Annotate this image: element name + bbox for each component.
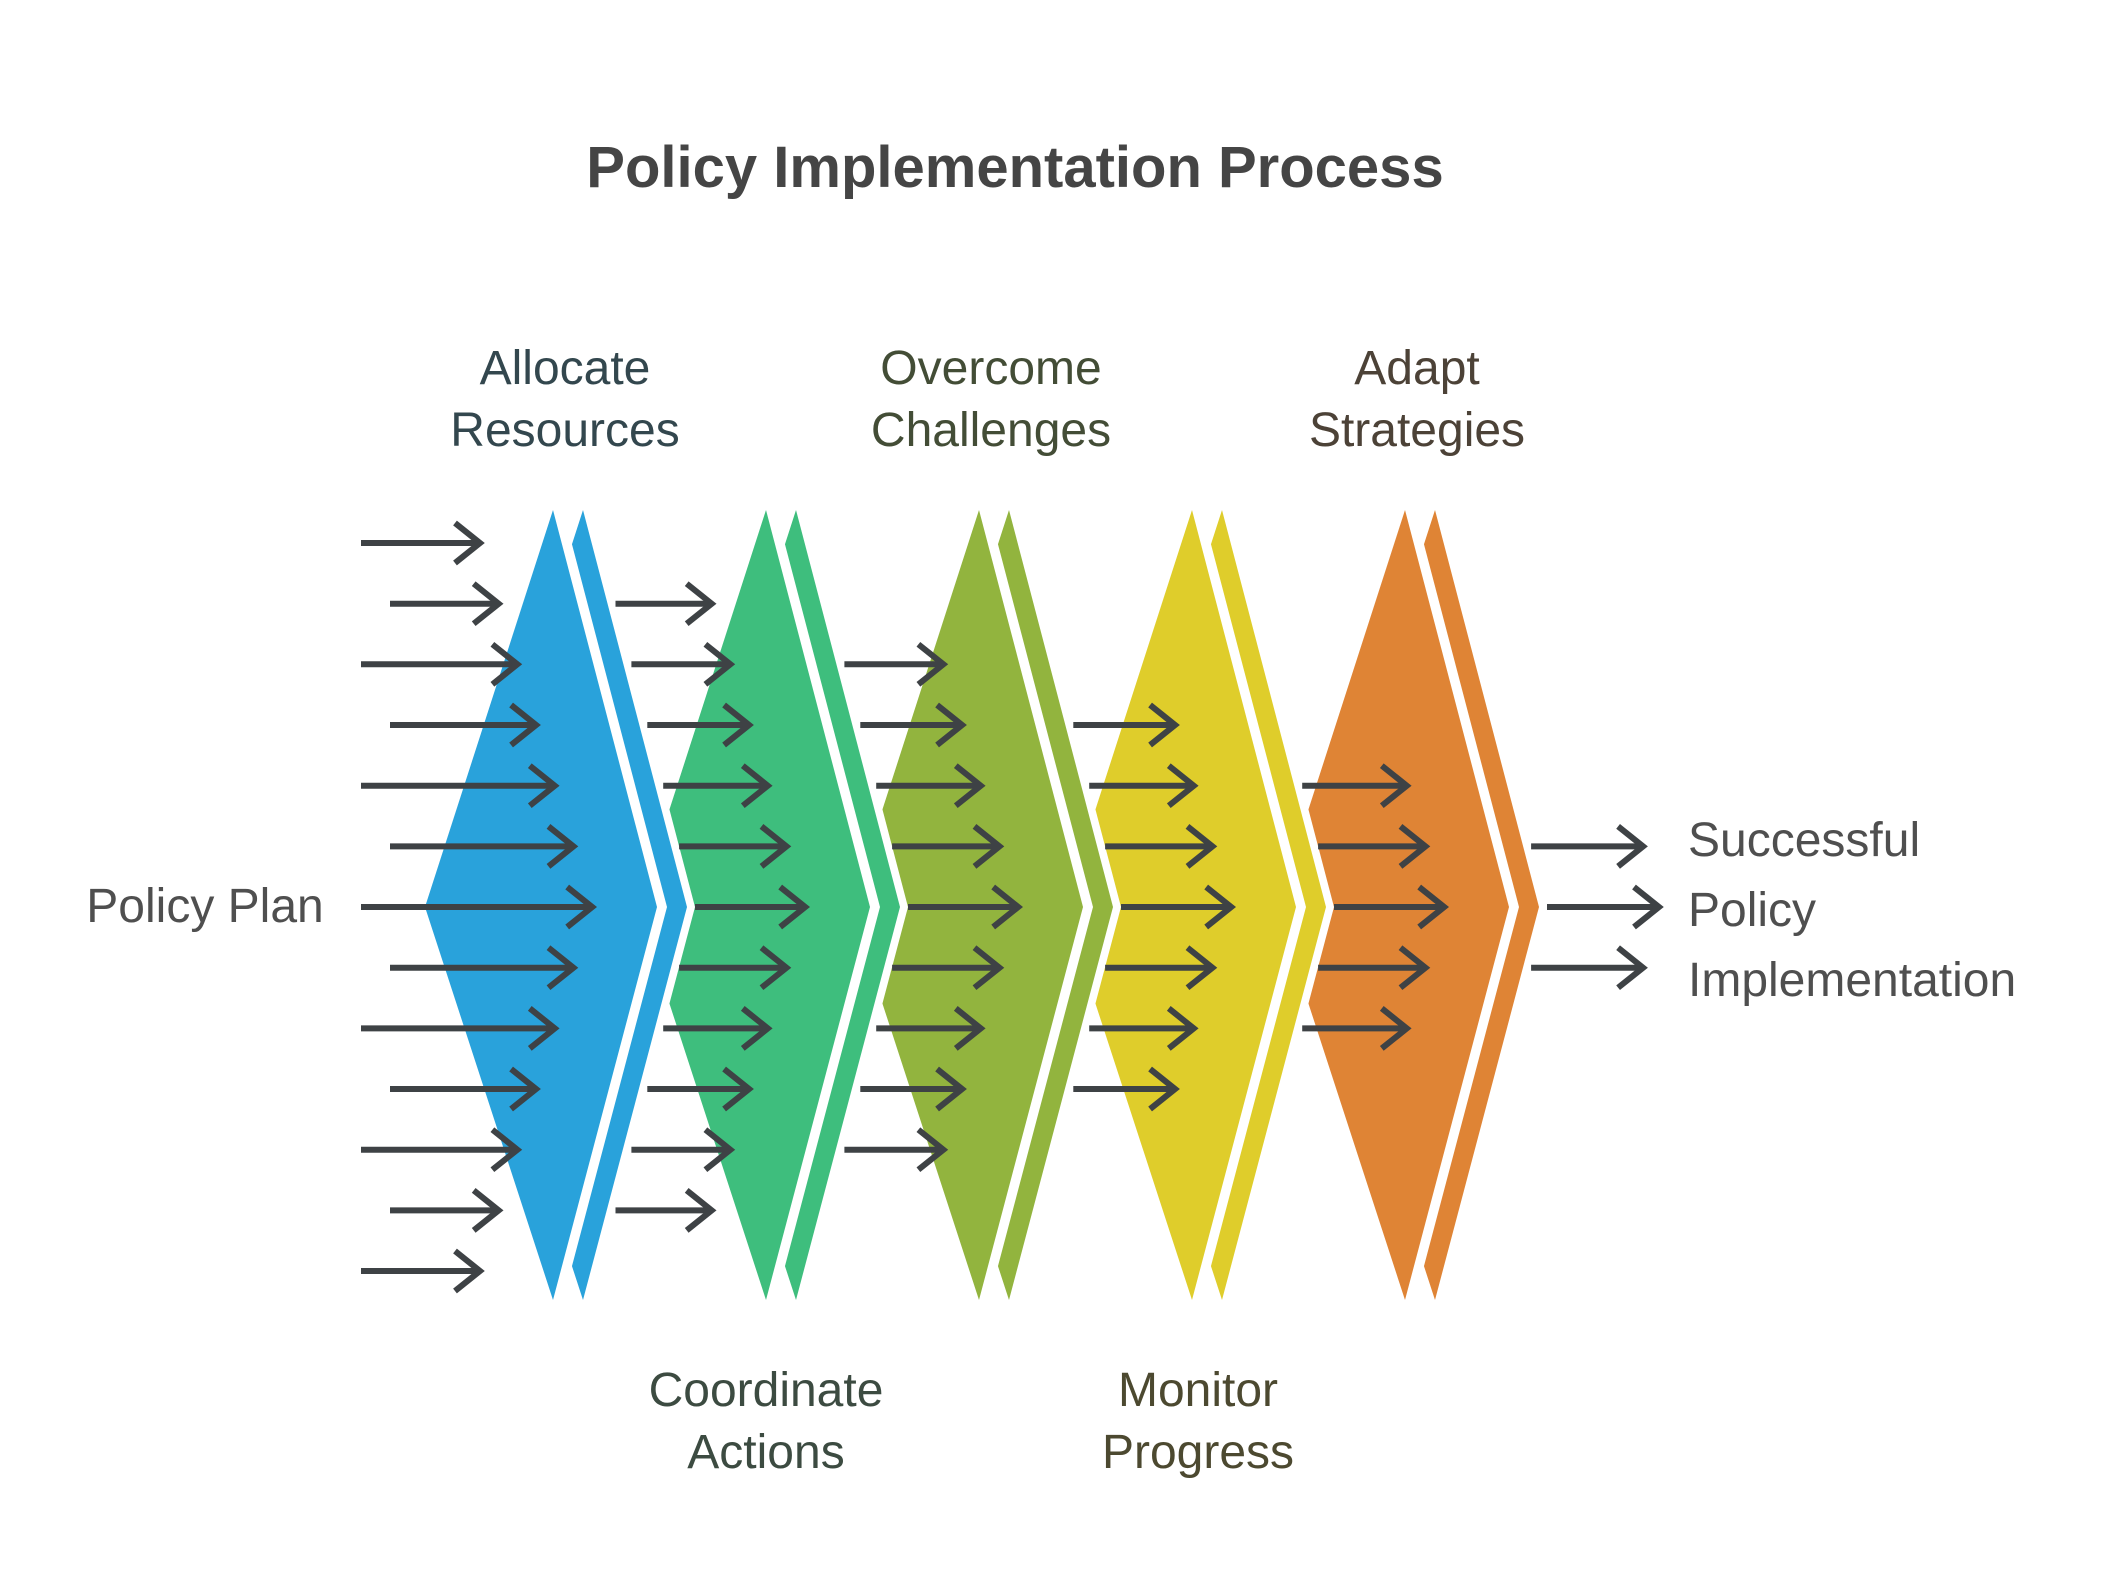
flow-arrow-head: [1204, 884, 1237, 930]
flow-arrow-head: [471, 581, 504, 627]
flow-arrow-head: [740, 1006, 773, 1051]
flow-arrow-head: [490, 1127, 523, 1173]
flow-arrow-head: [1417, 884, 1450, 930]
input-label: Policy Plan: [86, 880, 324, 933]
stage-label-allocate-resources: Allocate Resources: [450, 338, 679, 462]
flow-arrow-head: [972, 945, 1005, 991]
flow-arrow-head: [1632, 884, 1664, 930]
output-label: Successful Policy Implementation: [1688, 806, 2016, 1016]
flow-arrow-head: [972, 824, 1005, 869]
stage-label-overcome-challenges: Overcome Challenges: [871, 338, 1111, 462]
stage-label-coordinate-actions: Coordinate Actions: [649, 1360, 884, 1484]
flow-arrow-head: [527, 1006, 560, 1051]
flow-arrow-head: [740, 763, 773, 809]
flow-arrow-head: [509, 702, 541, 748]
stage-label-line: Strategies: [1308, 404, 1526, 457]
flow-arrow-head: [953, 763, 986, 809]
output-label-line: Successful: [1688, 814, 1921, 867]
flow-arrow-head: [1379, 763, 1412, 809]
flow-arrow-head: [509, 1066, 541, 1112]
stage-label-line: Adapt: [1354, 342, 1480, 395]
flow-arrow-head: [453, 520, 485, 566]
flow-arrows: [361, 520, 1664, 1294]
stage-label-line: Challenges: [870, 404, 1112, 457]
flow-arrow-head: [935, 1066, 967, 1112]
flow-arrow-head: [1398, 945, 1431, 991]
output-label-line: Policy: [1688, 884, 1817, 937]
stage-label-line: Monitor: [1117, 1364, 1279, 1417]
flow-arrow-head: [490, 641, 523, 687]
flow-arrow-head: [565, 884, 598, 930]
diagram-title: Policy Implementation Process: [586, 135, 1444, 200]
flow-arrow-head: [1148, 702, 1180, 748]
stage-label-adapt-strategies: Adapt Strategies: [1309, 338, 1525, 462]
stage-label-line: Progress: [1101, 1426, 1295, 1479]
flow-arrow-head: [471, 1188, 504, 1233]
flow-arrow-head: [1148, 1066, 1180, 1112]
flow-arrow-head: [1185, 824, 1218, 869]
stage-label-line: Actions: [687, 1426, 845, 1479]
stage-label-line: Resources: [450, 404, 680, 457]
flow-arrow-head: [935, 702, 967, 748]
flow-arrow-head: [546, 945, 579, 991]
stage-label-line: Overcome: [880, 342, 1102, 395]
flow-arrow-head: [703, 641, 736, 687]
flow-arrow-head: [953, 1006, 986, 1051]
flow-arrow-head: [1166, 1006, 1199, 1051]
flow-arrow-head: [1398, 824, 1431, 869]
flow-arrow-head: [1185, 945, 1218, 991]
flow-arrow-head: [1616, 824, 1648, 869]
flow-arrow-head: [527, 763, 560, 809]
flow-arrow-head: [759, 824, 792, 869]
output-label-line: Implementation: [1688, 954, 2017, 1007]
flow-arrow-head: [759, 945, 792, 991]
flow-arrow-head: [991, 884, 1024, 930]
flow-arrow-head: [703, 1127, 736, 1173]
flow-arrow-head: [684, 581, 717, 627]
stage-label-line: Coordinate: [648, 1364, 884, 1417]
stage-label-line: Allocate: [479, 342, 651, 395]
flow-arrow-head: [916, 641, 949, 687]
flow-arrow-head: [684, 1188, 717, 1233]
flow-arrow-head: [453, 1248, 485, 1294]
flow-arrow-head: [722, 702, 754, 748]
flow-arrow-head: [916, 1127, 949, 1173]
flow-arrow-head: [1379, 1006, 1412, 1051]
flow-arrow-head: [1616, 945, 1648, 991]
flow-arrow-head: [546, 824, 579, 869]
flow-arrow-head: [778, 884, 811, 930]
stage-label-monitor-progress: Monitor Progress: [1102, 1360, 1294, 1484]
flow-arrow-head: [1166, 763, 1199, 809]
flow-arrow-head: [722, 1066, 754, 1112]
